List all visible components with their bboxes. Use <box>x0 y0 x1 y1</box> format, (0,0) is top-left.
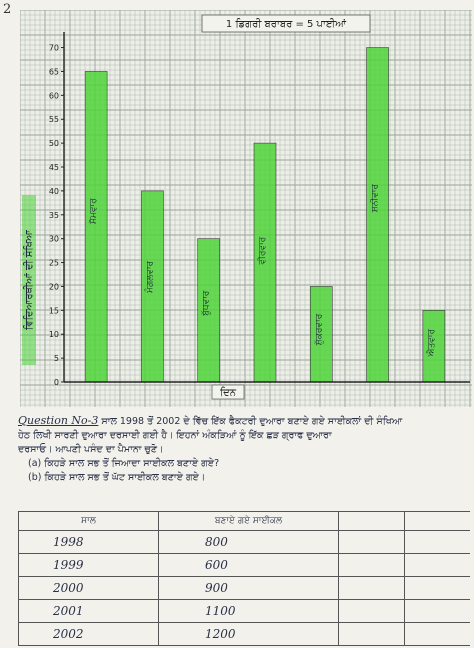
y-tick-label: 40 <box>49 187 59 196</box>
y-axis-title: ਵਿਦਿਆਰਥੀਆਂ ਦੀ ਸੰਖਿਆ <box>23 229 35 331</box>
y-tick-label: 15 <box>49 306 59 315</box>
bar-label: ਬੁੱਧਵਾਰ <box>201 290 212 316</box>
column-header-empty <box>404 511 470 531</box>
y-tick-label: 10 <box>49 330 59 339</box>
bar <box>366 47 389 383</box>
table-row: 2001 1100 <box>18 599 470 623</box>
question-line-2: ਹੇਠ ਲਿਖੀ ਸਾਰਣੀ ਦੁਆਰਾ ਦਰਸਾਈ ਗਈ ਹੈ। ਇਹਨਾਂ … <box>18 430 332 441</box>
bar-graph: 1 ਡਿਗਰੀ ਬਰਾਬਰ = 5 ਪਾਈਆਂ ਸੋਮਵਾਰ ਮੰਗਲਵਾਰ ਬੁੱਧ… <box>20 10 472 407</box>
bar-label: ਐਤਵਾਰ <box>426 329 437 358</box>
bar <box>141 190 164 382</box>
bar <box>310 286 333 382</box>
question-part-a: (a) ਕਿਹੜੇ ਸਾਲ ਸਭ ਤੋਂ ਜਿਆਦਾ ਸਾਈਕਲ ਬਣਾਏ ਗਏ… <box>28 458 220 469</box>
chart-title-box <box>201 14 371 33</box>
question-block: Question No-3 ਸਾਲ 1998 ਤੋਂ 2002 ਦੇ ਵਿੱਚ … <box>18 414 468 485</box>
y-tick-label: 50 <box>49 139 59 148</box>
cell-empty <box>404 576 470 600</box>
bar-label: ਮੰਗਲਵਾਰ <box>143 260 155 293</box>
column-header-empty <box>338 511 405 531</box>
table-row: 2000 900 <box>18 576 470 600</box>
cell-empty <box>338 599 405 623</box>
y-axis-title-highlight <box>22 195 36 365</box>
column-header-year: ਸਾਲ <box>18 511 159 531</box>
chart-title: 1 ਡਿਗਰੀ ਬਰਾਬਰ = 5 ਪਾਈਆਂ <box>226 18 347 30</box>
cell-empty <box>404 599 470 623</box>
cell-empty <box>338 553 405 577</box>
question-line-3: ਦਰਸਾਓ। ਆਪਣੀ ਪਸੰਦ ਦਾ ਪੈਮਾਨਾ ਚੁਣੋ। <box>18 444 164 455</box>
bar <box>85 71 108 382</box>
bar <box>254 143 276 382</box>
cell-year: 2000 <box>18 576 159 600</box>
cycles-table-wrapper: ਸਾਲ ਬਣਾਏ ਗਏ ਸਾਈਕਲ 1998 800 1999 600 2000… <box>18 511 470 648</box>
bar-label: ਵੀਰਵਾਰ <box>257 236 268 265</box>
cell-cycles: 1200 <box>158 622 339 646</box>
table-row: 2002 1200 <box>18 622 470 646</box>
question-line-1: ਸਾਲ 1998 ਤੋਂ 2002 ਦੇ ਵਿੱਚ ਇੱਕ ਫੈਕਟਰੀ ਦੁਆ… <box>101 416 403 427</box>
cell-year: 2001 <box>18 599 159 623</box>
x-axis-title-box <box>211 384 245 400</box>
bar <box>422 310 445 382</box>
y-tick-label: 25 <box>49 259 59 268</box>
bar-label: ਸੋਮਵਾਰ <box>87 198 99 225</box>
cell-cycles: 600 <box>158 553 339 577</box>
cycles-table: ਸਾਲ ਬਣਾਏ ਗਏ ਸਾਈਕਲ 1998 800 1999 600 2000… <box>18 511 470 646</box>
cell-empty <box>404 553 470 577</box>
column-header-cycles: ਬਣਾਏ ਗਏ ਸਾਈਕਲ <box>158 511 339 531</box>
bar-label: ਸ਼ੁੱਕਰਵਾਰ <box>313 313 324 346</box>
page-number: 2 <box>3 2 12 17</box>
bar-label: ਸ਼ਨੀਵਾਰ <box>370 184 381 214</box>
y-tick-label: 60 <box>49 91 59 100</box>
x-axis-title: ਦਿਨ <box>219 387 237 399</box>
y-tick-label: 30 <box>49 235 59 244</box>
bar <box>197 238 220 382</box>
y-tick-label: 0 <box>54 378 59 387</box>
table-row: 1998 800 <box>18 530 470 554</box>
cell-empty <box>404 622 470 646</box>
question-label: Question No-3 <box>18 414 99 427</box>
cell-cycles: 1100 <box>158 599 339 623</box>
table-row: 1999 600 <box>18 553 470 577</box>
question-part-b: (b) ਕਿਹੜੇ ਸਾਲ ਸਭ ਤੋਂ ਘੱਟ ਸਾਈਕਲ ਬਣਾਏ ਗਏ। <box>28 472 206 483</box>
table-header-row: ਸਾਲ ਬਣਾਏ ਗਏ ਸਾਈਕਲ <box>18 511 470 531</box>
cell-empty <box>338 576 405 600</box>
y-tick-label: 55 <box>49 115 59 124</box>
y-tick-label: 65 <box>49 67 59 76</box>
cell-empty <box>338 530 405 554</box>
y-tick-label: 70 <box>49 44 59 53</box>
cell-year: 2002 <box>18 622 159 646</box>
cell-cycles: 900 <box>158 576 339 600</box>
y-tick-label: 35 <box>49 211 59 220</box>
y-tick-label: 20 <box>49 282 59 291</box>
cell-year: 1999 <box>18 553 159 577</box>
y-tick-label: 45 <box>49 163 59 172</box>
y-tick-label: 5 <box>54 354 59 363</box>
cell-cycles: 800 <box>158 530 339 554</box>
cell-empty <box>404 530 470 554</box>
cell-empty <box>338 622 405 646</box>
bar-chart-svg: 1 ਡਿਗਰੀ ਬਰਾਬਰ = 5 ਪਾਈਆਂ ਸੋਮਵਾਰ ਮੰਗਲਵਾਰ ਬੁੱਧ… <box>20 10 472 407</box>
cell-year: 1998 <box>18 530 159 554</box>
